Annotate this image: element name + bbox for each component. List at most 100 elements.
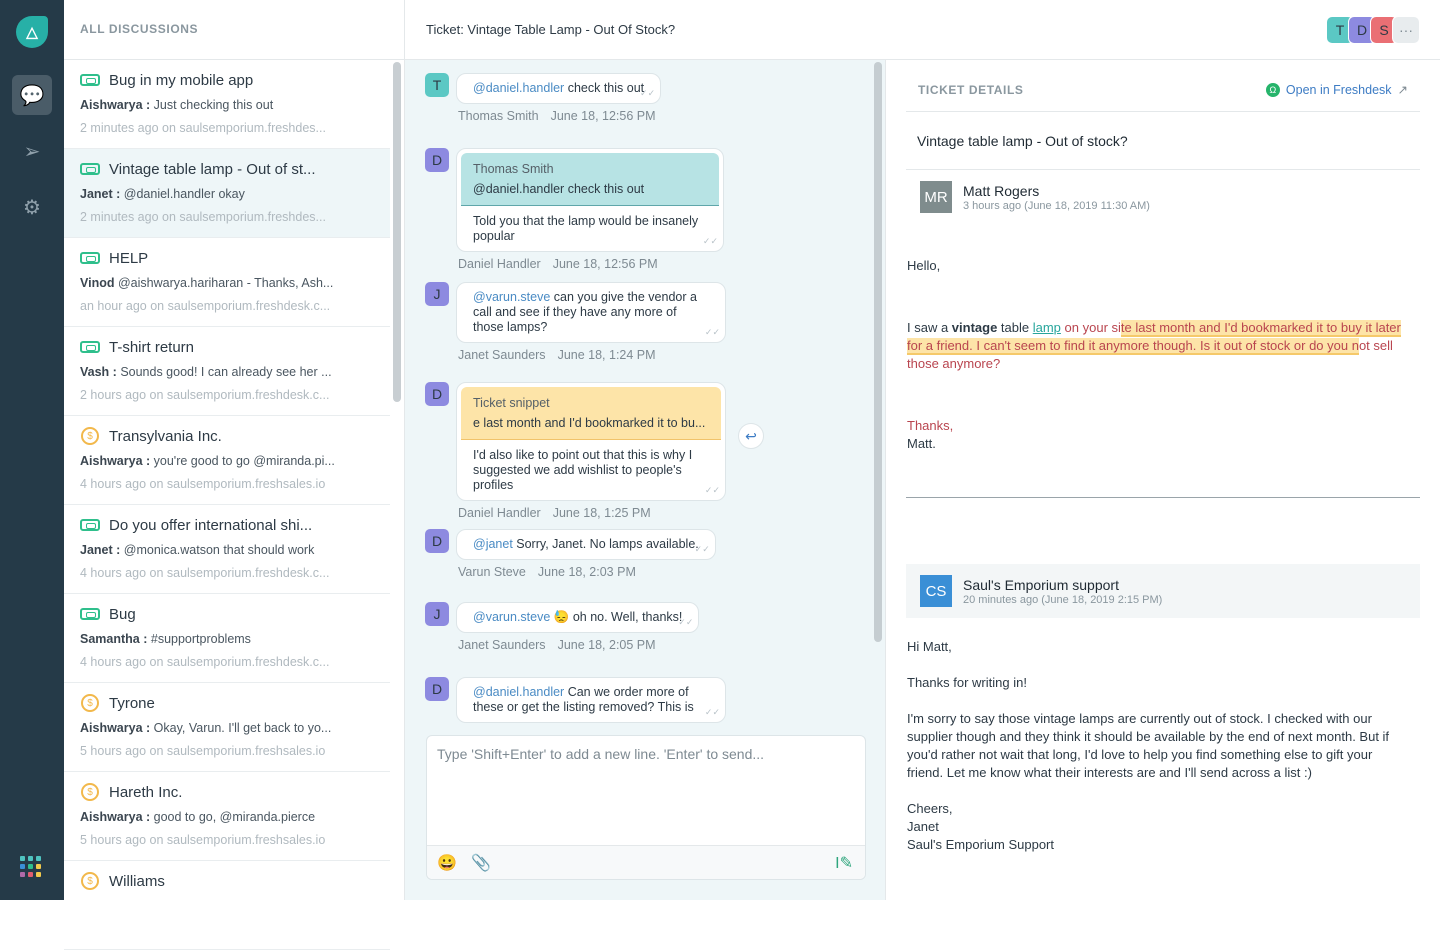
list-item[interactable]: $ Hareth Inc. Aishwarya : good to go, @mir…: [64, 772, 390, 861]
item-author: Aishwarya :: [80, 810, 151, 824]
mention[interactable]: @varun.steve: [473, 610, 551, 624]
composer-toolbar: 😀 📎 I✎: [427, 845, 865, 879]
list-heading: ALL DISCUSSIONS: [64, 0, 404, 60]
deal-icon: $: [81, 783, 99, 801]
list-item[interactable]: T-shirt return Vash : Sounds good! I can …: [64, 327, 390, 416]
ticket-icon: [80, 163, 100, 175]
list-item[interactable]: $ Tyrone Aishwarya : Okay, Varun. I'll get…: [64, 683, 390, 772]
quote-text: e last month and I'd bookmarked it to bu…: [473, 416, 706, 430]
avatar: J: [425, 602, 449, 626]
signature: Matt.: [907, 436, 936, 451]
chat-message: D Ticket snippet e last month and I'd boo…: [425, 382, 726, 520]
reply-icon[interactable]: ↩: [738, 423, 764, 449]
avatar: D: [425, 148, 449, 172]
list-item[interactable]: $ Transylvania Inc. Aishwarya : you're goo…: [64, 416, 390, 505]
list-item[interactable]: Bug in my mobile app Aishwarya : Just che…: [64, 60, 390, 149]
signature: Janet: [907, 819, 939, 834]
customer-message: Hello, I saw a vintage table lamp on you…: [907, 257, 1410, 453]
avatar: MR: [920, 181, 952, 213]
message-text: check this out: [564, 81, 645, 95]
discussion-list: ALL DISCUSSIONS Bug in my mobile app Aish…: [64, 0, 405, 950]
item-preview: Sounds good! I can already see her ...: [120, 365, 332, 379]
item-preview: @monica.watson that should work: [123, 543, 315, 557]
list-item[interactable]: $ Williams: [64, 861, 390, 950]
mention[interactable]: @varun.steve: [473, 290, 551, 304]
ticket-title: Ticket: Vintage Table Lamp - Out Of Stoc…: [426, 22, 676, 37]
quoted-message[interactable]: Thomas Smith @daniel.handler check this o…: [461, 153, 719, 206]
text: on your si: [1060, 320, 1121, 335]
item-preview: @aishwarya.hariharan - Thanks, Ash...: [117, 276, 334, 290]
message-author: Janet Saunders: [458, 638, 546, 652]
item-meta: 4 hours ago on saulsemporium.freshsales.…: [80, 477, 326, 491]
avatar: D: [425, 677, 449, 701]
mention[interactable]: @daniel.handler: [473, 685, 565, 699]
message-text: Told you that the lamp would be insanely…: [473, 214, 699, 243]
read-receipt-icon: ✓✓: [702, 236, 718, 246]
discussions-icon[interactable]: 💬: [12, 75, 52, 115]
message-time: June 18, 1:25 PM: [552, 506, 651, 520]
ticket-icon: [80, 519, 100, 531]
item-preview: #supportproblems: [150, 632, 251, 646]
list-item[interactable]: HELP Vinod @aishwarya.hariharan - Thanks,…: [64, 238, 390, 327]
apps-grid-icon[interactable]: [20, 856, 41, 877]
details-heading: TICKET DETAILS: [918, 83, 1024, 97]
more-participants-button[interactable]: ···: [1392, 16, 1420, 44]
chat-scrollbar[interactable]: [874, 62, 882, 642]
mention[interactable]: @daniel.handler: [473, 81, 565, 95]
sent-date: 3 hours ago (June 18, 2019 11:30 AM): [963, 199, 1150, 212]
item-title: Hareth Inc.: [109, 783, 183, 801]
send-icon[interactable]: ➢: [23, 140, 41, 163]
message-bubble[interactable]: @daniel.handler check this out ✓✓: [456, 73, 662, 104]
deal-icon: $: [81, 427, 99, 445]
item-meta: 2 minutes ago on saulsemporium.freshdes.…: [80, 121, 326, 135]
lamp-link[interactable]: lamp: [1032, 320, 1061, 335]
divider: [906, 169, 1420, 170]
mention[interactable]: @janet: [473, 537, 513, 551]
ticket-icon: [80, 341, 100, 353]
message-bubble[interactable]: @daniel.handler Can we order more of the…: [456, 677, 726, 723]
participants[interactable]: T D S ···: [1326, 16, 1420, 44]
avatar: T: [425, 73, 449, 97]
chat-message: J @varun.steve can you give the vendor a…: [425, 282, 726, 362]
open-in-freshdesk-link[interactable]: Ω Open in Freshdesk ↗: [1265, 82, 1408, 97]
chat-header: Ticket: Vintage Table Lamp - Out Of Stoc…: [405, 0, 1440, 60]
read-receipt-icon: ✓✓: [678, 617, 694, 627]
item-meta: 2 minutes ago on saulsemporium.freshdes.…: [80, 210, 326, 224]
list-item[interactable]: Bug Samantha : #supportproblems 4 hours ag…: [64, 594, 390, 683]
avatar: J: [425, 282, 449, 306]
item-title: Bug: [109, 605, 136, 623]
agent-reply: Hi Matt, Thanks for writing in! I'm sorr…: [907, 638, 1410, 854]
message-text: Sorry, Janet. No lamps available.: [512, 537, 699, 551]
item-preview: @daniel.handler okay: [123, 187, 245, 201]
message-paragraph: Hi Matt,: [907, 639, 952, 654]
divider: [906, 111, 1420, 112]
item-title: Do you offer international shi...: [109, 516, 313, 534]
item-title: Vintage table lamp - Out of st...: [109, 160, 316, 178]
message-bubble[interactable]: @varun.steve can you give the vendor a c…: [456, 282, 726, 343]
emoji-icon[interactable]: 😀: [437, 855, 457, 872]
message-author: Daniel Handler: [458, 257, 541, 271]
message-bubble[interactable]: Thomas Smith @daniel.handler check this o…: [456, 148, 724, 252]
quoted-message[interactable]: Ticket snippet e last month and I'd bookm…: [461, 387, 721, 440]
item-title: T-shirt return: [109, 338, 195, 356]
item-author: Samantha :: [80, 632, 148, 646]
sender-name: Matt Rogers: [963, 182, 1040, 199]
read-receipt-icon: ✓✓: [704, 707, 720, 717]
attachment-icon[interactable]: 📎: [471, 855, 491, 872]
message-bubble[interactable]: Ticket snippet e last month and I'd bookm…: [456, 382, 726, 501]
list-item[interactable]: Do you offer international shi... Janet :…: [64, 505, 390, 594]
list-item[interactable]: Vintage table lamp - Out of st... Janet :…: [64, 149, 390, 238]
message-bubble[interactable]: @varun.steve 😓 oh no. Well, thanks! ✓✓: [456, 602, 700, 633]
message-time: June 18, 2:03 PM: [537, 565, 636, 579]
settings-icon[interactable]: ⚙: [23, 196, 41, 219]
bold-text: vintage: [951, 320, 998, 335]
message-bubble[interactable]: @janet Sorry, Janet. No lamps available.…: [456, 529, 716, 560]
item-preview: you're good to go @miranda.pi...: [153, 454, 335, 468]
avatar: D: [425, 529, 449, 553]
app-logo-icon[interactable]: △: [16, 16, 48, 48]
read-receipt-icon: ✓✓: [704, 327, 720, 337]
list-scrollbar[interactable]: [393, 62, 401, 402]
message-input[interactable]: [427, 736, 865, 846]
formatting-icon[interactable]: I✎: [835, 855, 853, 872]
message-paragraph: Thanks for writing in!: [907, 675, 1027, 690]
